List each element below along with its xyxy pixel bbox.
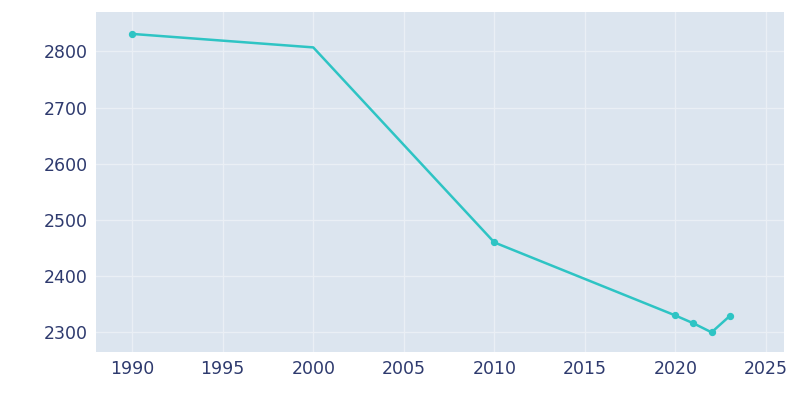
Point: [705, 329, 718, 336]
Point: [126, 31, 138, 37]
Point: [723, 313, 736, 319]
Point: [669, 312, 682, 319]
Point: [488, 239, 501, 246]
Point: [687, 320, 700, 326]
